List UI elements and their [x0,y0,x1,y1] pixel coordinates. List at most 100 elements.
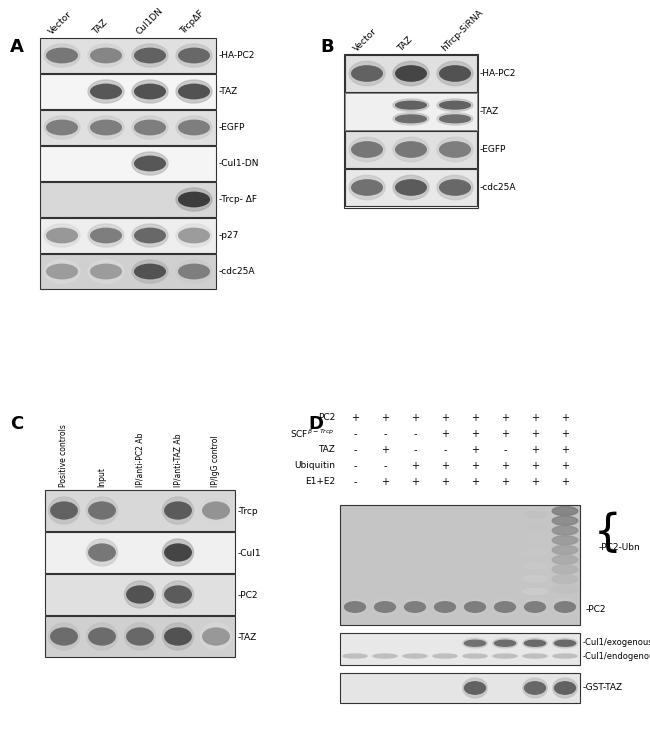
Text: A: A [10,38,24,56]
Bar [40,182,216,217]
Ellipse shape [51,628,77,645]
Ellipse shape [372,598,397,615]
Ellipse shape [396,66,426,81]
Text: +: + [471,461,479,471]
Ellipse shape [176,188,212,211]
Ellipse shape [523,589,547,595]
Ellipse shape [495,640,515,646]
Text: E1+E2: E1+E2 [305,477,335,486]
Ellipse shape [523,678,547,698]
Ellipse shape [47,264,77,279]
Text: Ubiquitin: Ubiquitin [294,462,335,471]
Ellipse shape [465,682,486,695]
Text: -Cul1/endogenous: -Cul1/endogenous [583,651,650,660]
Text: TrcpΔF: TrcpΔF [179,9,206,36]
Ellipse shape [439,66,471,81]
Ellipse shape [176,44,212,67]
Text: +: + [471,413,479,423]
Text: -HA-PC2: -HA-PC2 [480,69,516,78]
Text: +: + [501,429,509,439]
Text: -Cul1-DN: -Cul1-DN [219,160,259,169]
Text: Vector: Vector [352,26,378,53]
Ellipse shape [403,598,427,615]
Ellipse shape [90,228,122,242]
Ellipse shape [404,602,426,612]
Ellipse shape [433,654,457,658]
Ellipse shape [437,137,473,162]
Text: D: D [308,415,323,433]
Ellipse shape [433,598,458,615]
Ellipse shape [493,654,517,658]
Text: +: + [561,477,569,487]
Ellipse shape [552,585,578,594]
Ellipse shape [552,526,578,535]
Ellipse shape [47,228,77,242]
Ellipse shape [523,562,547,568]
Ellipse shape [127,628,153,645]
Ellipse shape [48,497,79,524]
Text: +: + [501,477,509,487]
Ellipse shape [162,623,194,650]
Ellipse shape [435,602,456,612]
Bar [40,74,216,109]
Text: -: - [443,445,447,455]
Ellipse shape [88,44,124,67]
Ellipse shape [393,61,429,86]
Text: -: - [384,461,387,471]
Text: -GST-TAZ: -GST-TAZ [583,683,623,692]
Ellipse shape [132,80,168,103]
Text: -cdc25A: -cdc25A [219,268,255,277]
Ellipse shape [493,639,517,648]
Text: -p27: -p27 [219,231,239,240]
Text: -Cul1: -Cul1 [238,548,261,557]
Text: PC2: PC2 [318,413,335,422]
Ellipse shape [403,654,427,658]
Ellipse shape [393,175,429,200]
Text: IP/anti-PC2 Ab: IP/anti-PC2 Ab [135,433,144,487]
Ellipse shape [437,113,473,125]
Text: Vector: Vector [47,9,73,36]
Ellipse shape [164,586,191,603]
Text: +: + [441,429,449,439]
Ellipse shape [523,598,547,615]
Ellipse shape [162,497,194,524]
Ellipse shape [132,152,168,175]
Ellipse shape [349,61,385,86]
Ellipse shape [393,137,429,162]
Text: +: + [471,445,479,455]
Ellipse shape [554,682,575,695]
Ellipse shape [343,598,367,615]
Ellipse shape [164,502,191,519]
Ellipse shape [51,502,77,519]
Ellipse shape [393,99,429,111]
Ellipse shape [90,264,122,279]
Ellipse shape [352,142,382,157]
Text: -: - [413,445,417,455]
Text: B: B [320,38,333,56]
Ellipse shape [135,156,165,171]
Ellipse shape [135,228,165,242]
Text: -EGFP: -EGFP [219,124,246,133]
Ellipse shape [552,516,578,525]
Ellipse shape [135,120,165,135]
Text: -cdc25A: -cdc25A [480,184,517,192]
Ellipse shape [179,192,209,207]
Ellipse shape [396,101,426,109]
Bar [345,55,477,92]
Text: IP/anti-TAZ Ab: IP/anti-TAZ Ab [174,433,183,487]
Ellipse shape [48,623,79,650]
Ellipse shape [90,84,122,98]
Ellipse shape [465,640,486,646]
Text: -PC2: -PC2 [586,606,606,615]
Bar [45,616,235,657]
Text: +: + [561,445,569,455]
Bar [45,574,235,615]
Ellipse shape [203,628,229,645]
Ellipse shape [164,628,191,645]
Text: hTrcp-SiRNA: hTrcp-SiRNA [440,8,485,53]
Ellipse shape [523,639,547,648]
Text: Input: Input [98,467,107,487]
Ellipse shape [437,61,473,86]
Text: -TAZ: -TAZ [480,107,499,116]
Bar [40,110,216,145]
